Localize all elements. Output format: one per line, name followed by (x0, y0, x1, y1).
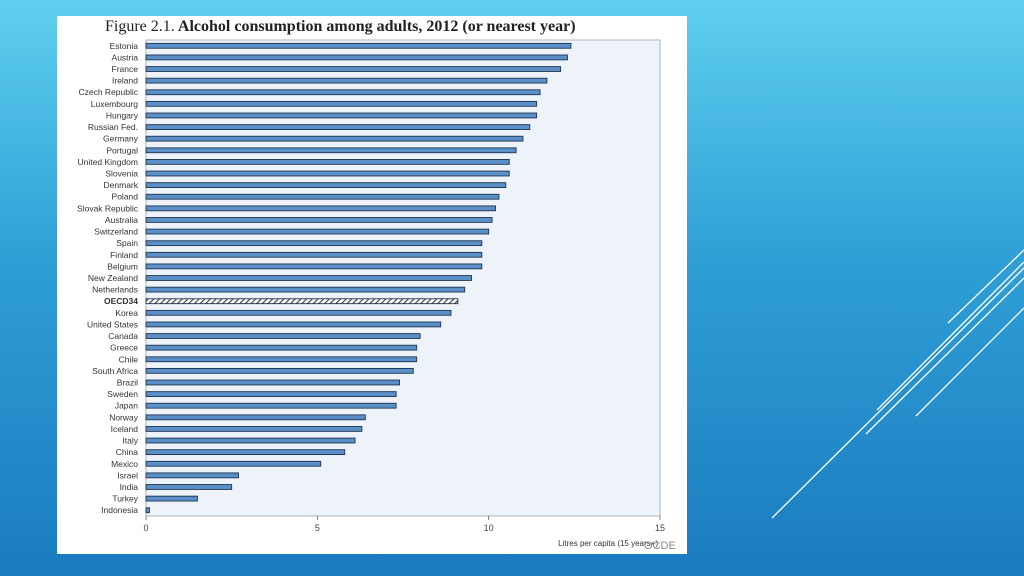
category-label: Sweden (107, 389, 138, 399)
category-label: Hungary (106, 110, 139, 120)
category-label: Indonesia (101, 505, 138, 515)
bar (145, 147, 517, 154)
category-label: India (120, 482, 139, 492)
bar (145, 251, 483, 258)
bar (145, 205, 496, 212)
x-tick-label: 15 (655, 523, 665, 533)
category-label: Italy (122, 436, 138, 446)
category-label: Japan (115, 401, 138, 411)
deco-line (947, 249, 1024, 324)
bar (145, 182, 507, 189)
category-label: Ireland (112, 76, 138, 86)
bar (145, 495, 198, 502)
bar (145, 460, 322, 467)
category-label: Slovak Republic (77, 203, 139, 213)
bar (145, 228, 490, 235)
category-label: Slovenia (105, 169, 138, 179)
bar (145, 170, 510, 177)
category-label: Czech Republic (78, 87, 138, 97)
category-label: Russian Fed. (88, 122, 138, 132)
x-tick-label: 10 (484, 523, 494, 533)
footer-source-logo: OCDE (644, 540, 676, 552)
bar (145, 379, 401, 386)
bar (145, 437, 356, 444)
category-label: Iceland (111, 424, 139, 434)
bar (145, 321, 442, 328)
category-label: Norway (109, 412, 139, 422)
bar (145, 66, 562, 72)
bar (145, 240, 483, 247)
category-label: OECD34 (104, 296, 138, 306)
deco-line (865, 277, 1024, 435)
category-label: South Africa (92, 366, 138, 376)
category-label: Switzerland (94, 227, 138, 237)
bar (145, 309, 452, 316)
category-label: China (116, 447, 138, 457)
bar (145, 356, 418, 363)
category-label: United Kingdom (78, 157, 138, 167)
deco-line (771, 267, 1024, 519)
bar (145, 100, 538, 107)
bar (145, 124, 531, 130)
bar (145, 391, 397, 397)
bar (145, 77, 548, 84)
bar (145, 112, 538, 119)
bar (145, 507, 150, 514)
figure-panel: Estonia Austria France Ireland Czech Republi… (57, 16, 687, 554)
deco-line (876, 261, 1024, 411)
bar (145, 484, 233, 490)
bar (145, 426, 363, 432)
category-label: Australia (105, 215, 138, 225)
category-label: United States (87, 319, 138, 329)
figure-number: Figure 2.1. (105, 18, 175, 35)
category-label: Spain (116, 238, 138, 248)
bar (145, 344, 418, 351)
category-label: Estonia (110, 41, 139, 51)
bar (145, 333, 421, 339)
x-axis-label: Litres per capita (15 years+) (558, 539, 658, 548)
deco-line (915, 307, 1024, 417)
category-label: Turkey (112, 494, 138, 504)
category-label: Greece (110, 343, 138, 353)
category-label: New Zealand (88, 273, 138, 283)
x-tick-label: 5 (315, 523, 320, 533)
bar (145, 472, 239, 479)
bar (145, 263, 483, 270)
category-label: Mexico (111, 459, 138, 469)
category-label: Poland (112, 192, 139, 202)
bar (145, 42, 572, 49)
category-label: Portugal (106, 145, 138, 155)
category-label: Korea (115, 308, 138, 318)
category-label: Austria (112, 52, 139, 62)
category-label: Belgium (107, 261, 138, 271)
category-label: Brazil (117, 377, 138, 387)
category-label: Finland (110, 250, 138, 260)
category-label: Denmark (104, 180, 139, 190)
bar (145, 367, 414, 374)
bar (145, 217, 493, 223)
bar (145, 89, 541, 96)
category-label: Israel (117, 470, 138, 480)
category-label: France (112, 64, 139, 74)
category-label: Chile (119, 354, 139, 364)
x-tick-label: 0 (143, 523, 148, 533)
bar-highlight (145, 298, 459, 305)
bar (145, 54, 568, 61)
bar (145, 286, 466, 293)
bar (145, 449, 346, 456)
figure-title-text: Alcohol consumption among adults, 2012 (… (177, 18, 576, 35)
bar (145, 402, 397, 409)
category-label: Germany (103, 134, 139, 144)
figure-title: Figure 2.1. Alcohol consumption among ad… (105, 18, 576, 36)
bar (145, 159, 510, 165)
bar (145, 414, 366, 421)
category-label: Canada (108, 331, 138, 341)
category-label: Netherlands (92, 285, 138, 295)
bar (145, 193, 500, 200)
bar (145, 135, 524, 142)
bar (145, 275, 472, 281)
category-label: Luxembourg (91, 99, 139, 109)
